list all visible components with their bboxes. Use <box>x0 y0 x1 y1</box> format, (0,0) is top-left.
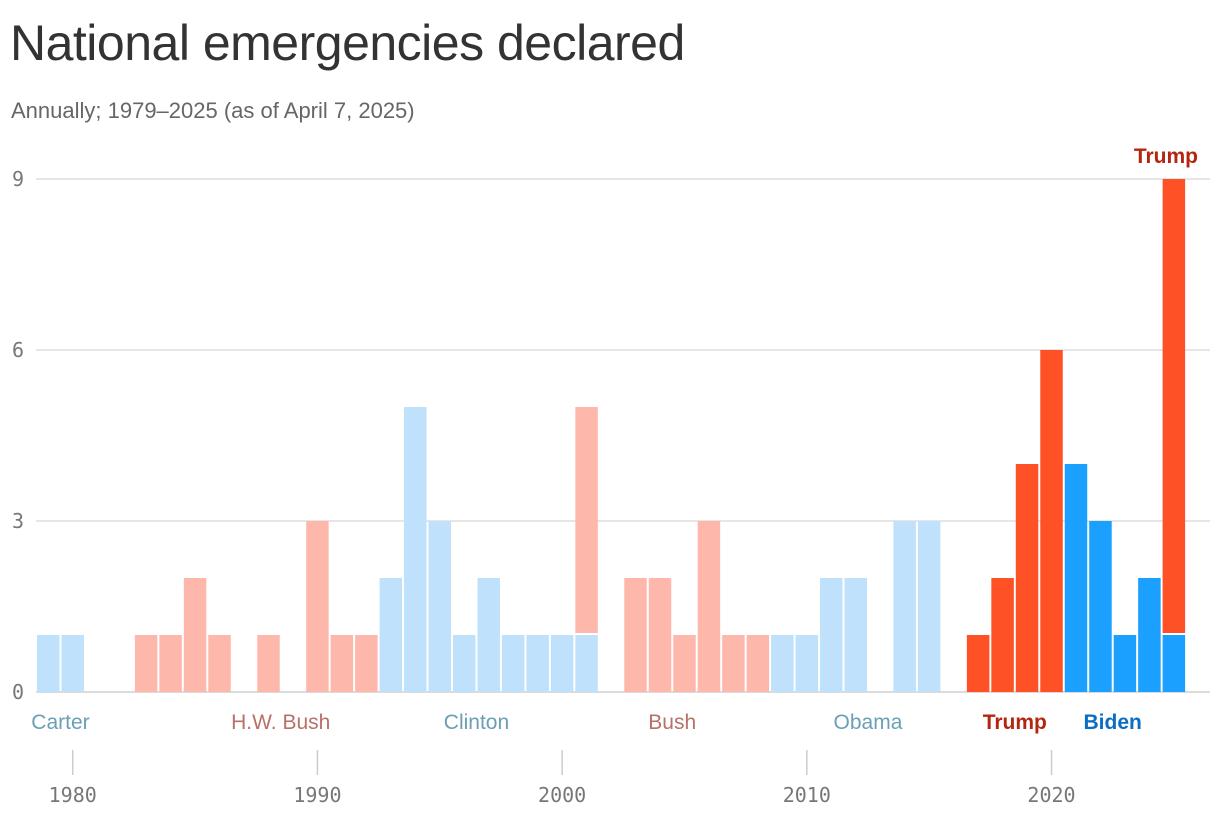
bar <box>1089 521 1112 692</box>
bar <box>771 635 794 692</box>
bar <box>330 635 354 692</box>
bar <box>355 635 378 692</box>
bar <box>61 635 84 692</box>
x-tick-label: 2020 <box>1027 783 1075 807</box>
bar <box>1138 578 1161 692</box>
y-tick-label: 6 <box>12 338 24 362</box>
bar <box>404 407 427 692</box>
bar <box>501 635 525 692</box>
bar <box>722 635 745 692</box>
president-label: Bush <box>648 711 696 734</box>
bar <box>575 635 598 692</box>
bar <box>1040 350 1063 692</box>
bar <box>624 578 647 692</box>
bar <box>893 521 916 692</box>
bar <box>575 407 598 633</box>
chart-subtitle: Annually; 1979–2025 (as of April 7, 2025… <box>11 98 415 123</box>
bar <box>428 521 452 692</box>
president-label: Trump <box>983 711 1047 734</box>
president-label: Carter <box>31 711 89 734</box>
bar <box>648 578 672 692</box>
bar <box>550 635 574 692</box>
bar <box>917 521 941 692</box>
bar <box>991 578 1014 692</box>
bar <box>306 521 329 692</box>
y-tick-label: 9 <box>12 167 24 191</box>
bar <box>1113 635 1137 692</box>
x-tick-label: 2000 <box>538 783 586 807</box>
bar <box>697 521 721 692</box>
bar <box>1064 464 1088 692</box>
bar <box>183 578 207 692</box>
bar <box>526 635 549 692</box>
bar <box>477 578 500 692</box>
bar <box>1162 635 1186 692</box>
x-tick-label: 1980 <box>49 783 97 807</box>
bar <box>966 635 990 692</box>
bar <box>379 578 403 692</box>
x-tick-label: 2010 <box>783 783 831 807</box>
president-label: H.W. Bush <box>231 711 330 734</box>
x-tick-label: 1990 <box>293 783 341 807</box>
top-annotation-label: Trump <box>1134 145 1198 168</box>
bar <box>159 635 182 692</box>
bar <box>820 578 843 692</box>
bar <box>673 635 696 692</box>
president-label: Clinton <box>444 711 509 734</box>
chart-title: National emergencies declared <box>10 15 685 71</box>
y-tick-label: 3 <box>12 509 24 533</box>
bar <box>844 578 868 692</box>
president-label: Biden <box>1084 711 1142 734</box>
bar <box>795 635 819 692</box>
bar <box>37 635 60 692</box>
bar <box>452 635 476 692</box>
bar <box>746 635 770 692</box>
bar <box>1015 464 1039 692</box>
president-label: Obama <box>834 711 903 734</box>
bar <box>134 635 158 692</box>
bar <box>208 635 231 692</box>
y-tick-label: 0 <box>12 680 24 704</box>
bar <box>1162 179 1186 633</box>
bar <box>257 635 280 692</box>
